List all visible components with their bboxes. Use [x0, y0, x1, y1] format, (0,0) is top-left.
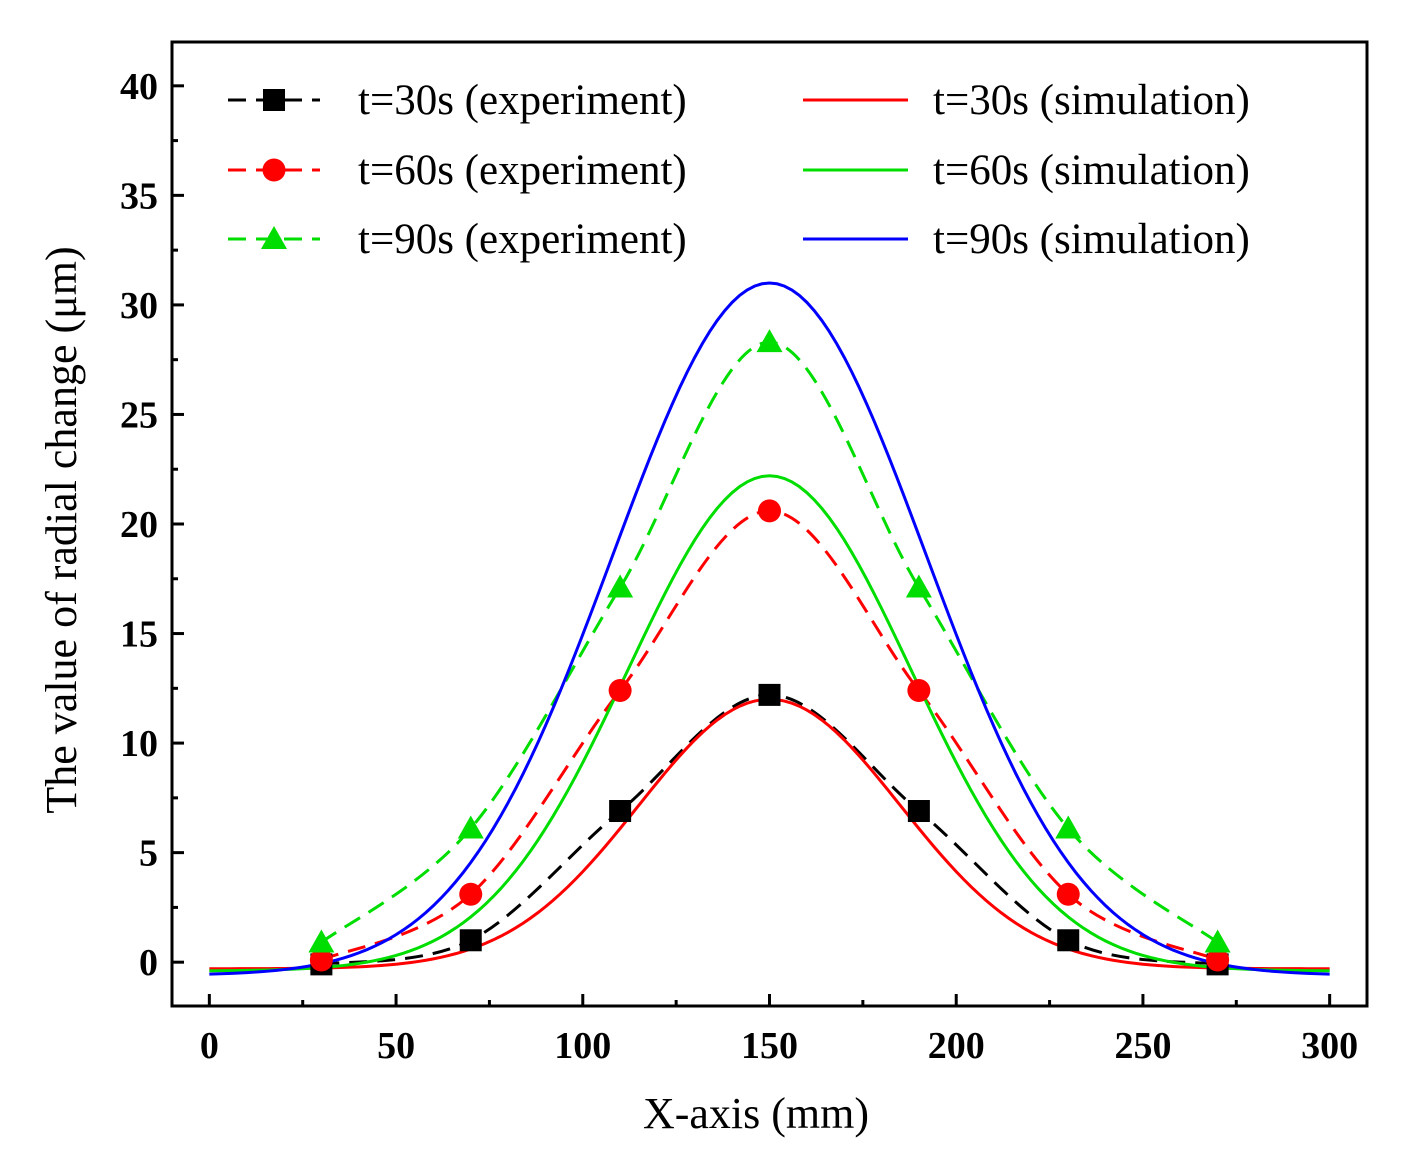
- series-line-t-60s-simulation: [209, 474, 1330, 973]
- data-point-t-30s-experiment: [1057, 929, 1080, 952]
- y-tick-label: 30: [120, 285, 158, 327]
- y-tick-label: 5: [139, 833, 158, 875]
- y-tick-label: 20: [120, 504, 158, 546]
- legend-label-t-90s-simulation: t=90s (simulation): [933, 216, 1250, 263]
- data-point-t-60s-experiment: [758, 499, 781, 523]
- series-line-t-30s-simulation: [209, 697, 1330, 971]
- legend-label-t-60s-experiment: t=60s (experiment): [358, 147, 687, 194]
- y-tick-label: 40: [120, 66, 158, 108]
- data-point-t-30s-experiment: [609, 800, 632, 823]
- legend-label-t-30s-simulation: t=30s (simulation): [933, 77, 1250, 124]
- data-point-t-60s-experiment: [309, 948, 333, 972]
- x-tick-label: 100: [554, 1025, 611, 1067]
- data-point-t-90s-experiment: [1204, 929, 1231, 953]
- data-point-t-90s-experiment: [1055, 815, 1082, 839]
- axis-ticks: 0 50 100 150 200 250 300 0 5 10 15 20 25 30 35 40: [120, 66, 1358, 1067]
- legend-marker-t-60s-experiment: [262, 158, 286, 182]
- data-point-t-30s-experiment: [907, 800, 930, 823]
- legend-marker-t-30s-experiment: [263, 89, 285, 111]
- legend-marker-t-90s-experiment: [261, 226, 287, 249]
- data-point-t-60s-experiment: [907, 679, 931, 703]
- legend: t=30s (experiment) t=60s (experiment) t=90…: [228, 77, 1250, 263]
- data-point-t-90s-experiment: [607, 574, 634, 598]
- y-axis-title: The value of radial change (μm): [37, 246, 86, 813]
- data-point-t-30s-experiment: [758, 683, 781, 706]
- x-tick-label: 300: [1301, 1025, 1358, 1067]
- series-line-t-90s-experiment: [320, 340, 1219, 944]
- data-point-t-30s-experiment: [459, 929, 482, 952]
- data-point-t-90s-experiment: [905, 574, 932, 598]
- y-tick-label: 15: [120, 614, 158, 656]
- x-tick-label: 200: [928, 1025, 985, 1067]
- x-tick-label: 50: [377, 1025, 415, 1067]
- x-tick-label: 0: [200, 1025, 219, 1067]
- plot-series: [209, 281, 1330, 976]
- series-line-t-60s-experiment: [320, 509, 1219, 962]
- legend-label-t-90s-experiment: t=90s (experiment): [358, 216, 687, 263]
- y-tick-label: 35: [120, 175, 158, 217]
- data-point-t-60s-experiment: [608, 679, 632, 703]
- plot-markers: [308, 329, 1231, 976]
- data-point-t-60s-experiment: [1206, 948, 1230, 972]
- data-point-t-90s-experiment: [308, 929, 335, 953]
- x-tick-label: 150: [741, 1025, 798, 1067]
- legend-label-t-60s-simulation: t=60s (simulation): [933, 147, 1250, 194]
- series-line-t-30s-experiment: [321, 693, 1218, 966]
- data-point-t-60s-experiment: [459, 882, 483, 906]
- series-line-t-90s-simulation: [209, 281, 1330, 976]
- y-tick-label: 10: [120, 723, 158, 765]
- x-tick-label: 250: [1114, 1025, 1171, 1067]
- data-point-t-60s-experiment: [1056, 882, 1080, 906]
- data-point-t-90s-experiment: [756, 329, 783, 353]
- data-point-t-90s-experiment: [457, 815, 484, 839]
- x-axis-title: X-axis (mm): [643, 1089, 869, 1138]
- y-tick-label: 0: [139, 942, 158, 984]
- y-tick-label: 25: [120, 394, 158, 436]
- legend-label-t-30s-experiment: t=30s (experiment): [358, 77, 687, 124]
